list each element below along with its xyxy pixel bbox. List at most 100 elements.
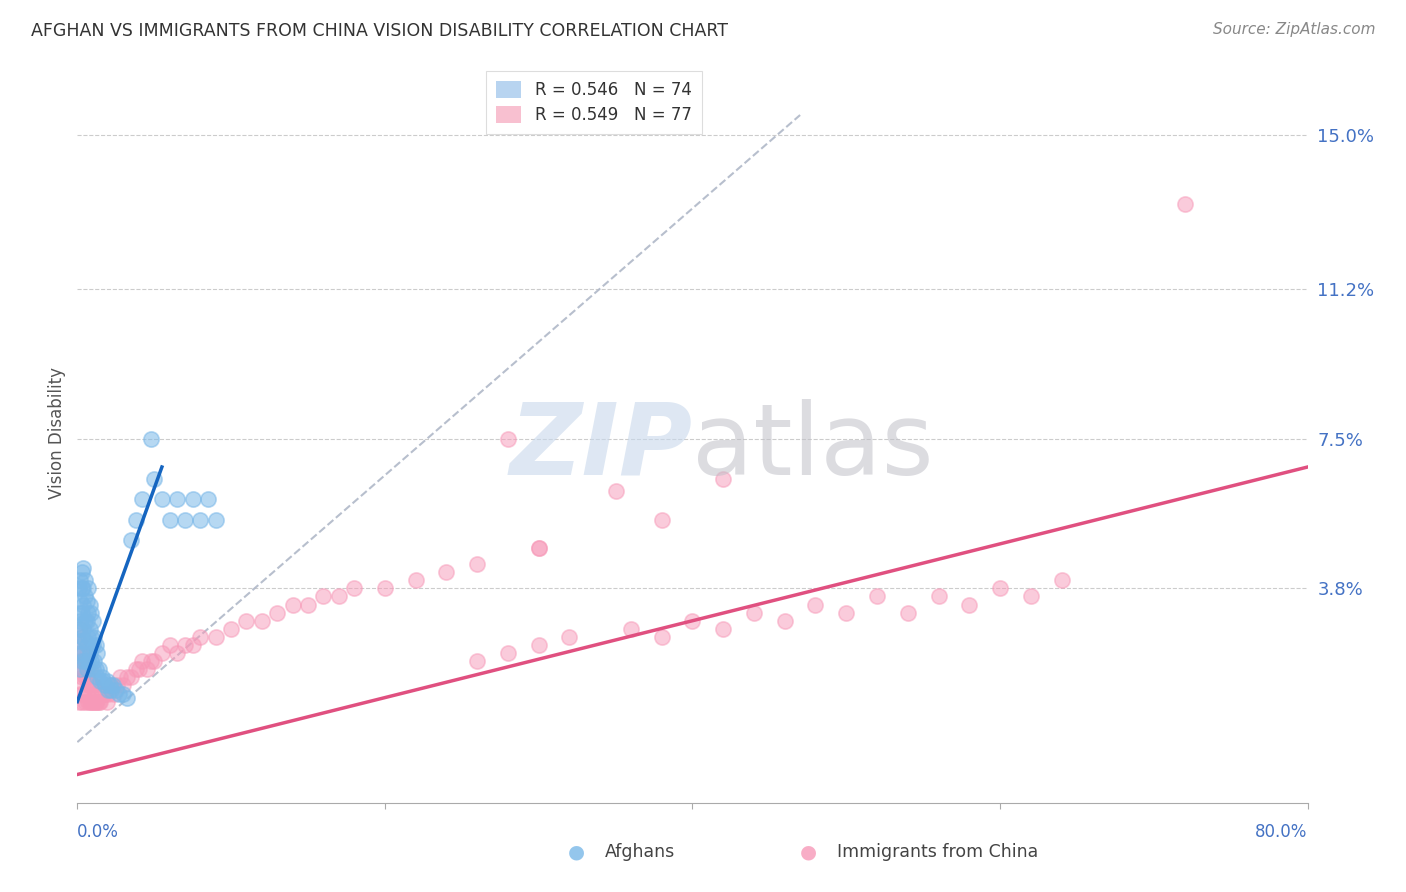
Point xyxy=(957,598,980,612)
Point xyxy=(143,654,166,668)
Point xyxy=(69,687,91,701)
Point xyxy=(527,541,550,555)
Point xyxy=(67,582,90,596)
Point xyxy=(405,574,427,588)
Point xyxy=(87,662,110,676)
Point xyxy=(73,614,96,628)
Point xyxy=(496,432,519,446)
Point xyxy=(181,638,204,652)
Point xyxy=(67,622,90,636)
Point xyxy=(72,662,94,676)
Point xyxy=(72,622,94,636)
Point xyxy=(93,687,115,701)
Point xyxy=(69,614,91,628)
Point xyxy=(97,687,120,701)
Point xyxy=(711,622,734,636)
Point xyxy=(174,638,197,652)
Point xyxy=(77,695,100,709)
Text: Source: ZipAtlas.com: Source: ZipAtlas.com xyxy=(1212,22,1375,37)
Text: ●: ● xyxy=(568,842,585,862)
Point xyxy=(70,695,93,709)
Point xyxy=(82,662,104,676)
Point xyxy=(558,630,581,644)
Point xyxy=(436,565,458,579)
Point xyxy=(86,670,108,684)
Text: Afghans: Afghans xyxy=(605,843,675,861)
Point xyxy=(80,630,103,644)
Point xyxy=(72,646,94,660)
Point xyxy=(84,695,107,709)
Point xyxy=(297,598,319,612)
Legend: R = 0.546   N = 74, R = 0.549   N = 77: R = 0.546 N = 74, R = 0.549 N = 77 xyxy=(486,70,702,134)
Point xyxy=(67,634,90,648)
Point xyxy=(79,622,101,636)
Point xyxy=(83,654,105,668)
Point xyxy=(77,662,100,676)
Point xyxy=(87,695,110,709)
Text: 0.0%: 0.0% xyxy=(77,823,120,841)
Point xyxy=(281,598,304,612)
Point xyxy=(112,687,135,701)
Point xyxy=(67,674,90,689)
Point xyxy=(72,646,94,660)
Point xyxy=(84,687,107,701)
Point xyxy=(496,646,519,660)
Point xyxy=(69,662,91,676)
Point xyxy=(465,557,488,571)
Point xyxy=(125,513,148,527)
Point xyxy=(79,598,101,612)
Point xyxy=(651,513,673,527)
Point xyxy=(219,622,242,636)
Point xyxy=(605,484,627,499)
Text: Immigrants from China: Immigrants from China xyxy=(837,843,1038,861)
Point xyxy=(96,674,118,689)
Point xyxy=(83,678,105,692)
Point xyxy=(84,662,107,676)
Point xyxy=(204,630,226,644)
Point xyxy=(70,630,93,644)
Point xyxy=(174,513,197,527)
Text: AFGHAN VS IMMIGRANTS FROM CHINA VISION DISABILITY CORRELATION CHART: AFGHAN VS IMMIGRANTS FROM CHINA VISION D… xyxy=(31,22,728,40)
Point xyxy=(835,606,858,620)
Point xyxy=(79,662,101,676)
Point xyxy=(988,582,1011,596)
Point xyxy=(135,662,157,676)
Point xyxy=(70,654,93,668)
Point xyxy=(89,695,111,709)
Point xyxy=(465,654,488,668)
Point xyxy=(86,695,108,709)
Point xyxy=(235,614,257,628)
Point xyxy=(266,606,288,620)
Point xyxy=(100,678,122,692)
Point xyxy=(150,646,173,660)
Point xyxy=(73,574,96,588)
Point xyxy=(773,614,796,628)
Point xyxy=(82,695,104,709)
Point xyxy=(527,638,550,652)
Point xyxy=(1050,574,1073,588)
Point xyxy=(73,654,96,668)
Point xyxy=(131,654,153,668)
Point xyxy=(89,674,111,689)
Point xyxy=(76,670,98,684)
Point xyxy=(328,590,350,604)
Point xyxy=(928,590,950,604)
Point xyxy=(72,598,94,612)
Point xyxy=(73,670,96,684)
Point xyxy=(69,646,91,660)
Point xyxy=(69,593,91,607)
Point xyxy=(80,654,103,668)
Point xyxy=(70,630,93,644)
Point xyxy=(742,606,765,620)
Point xyxy=(67,646,90,660)
Point xyxy=(82,638,104,652)
Point xyxy=(204,513,226,527)
Point xyxy=(80,695,103,709)
Point xyxy=(98,678,121,692)
Point xyxy=(79,646,101,660)
Point xyxy=(103,687,125,701)
Point xyxy=(73,695,96,709)
Point xyxy=(96,695,118,709)
Text: ZIP: ZIP xyxy=(509,399,693,496)
Point xyxy=(141,654,163,668)
